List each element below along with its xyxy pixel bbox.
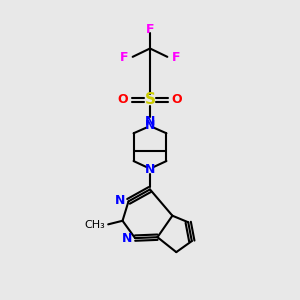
Text: CH₃: CH₃ [85, 220, 105, 230]
Text: N: N [145, 163, 155, 176]
Text: N: N [145, 115, 155, 128]
Text: O: O [172, 93, 182, 106]
Text: F: F [120, 51, 128, 64]
Text: F: F [172, 51, 180, 64]
Text: S: S [145, 92, 155, 107]
Text: F: F [146, 23, 154, 36]
Text: N: N [122, 232, 132, 245]
Text: N: N [115, 194, 125, 207]
Text: N: N [145, 119, 155, 132]
Text: O: O [118, 93, 128, 106]
